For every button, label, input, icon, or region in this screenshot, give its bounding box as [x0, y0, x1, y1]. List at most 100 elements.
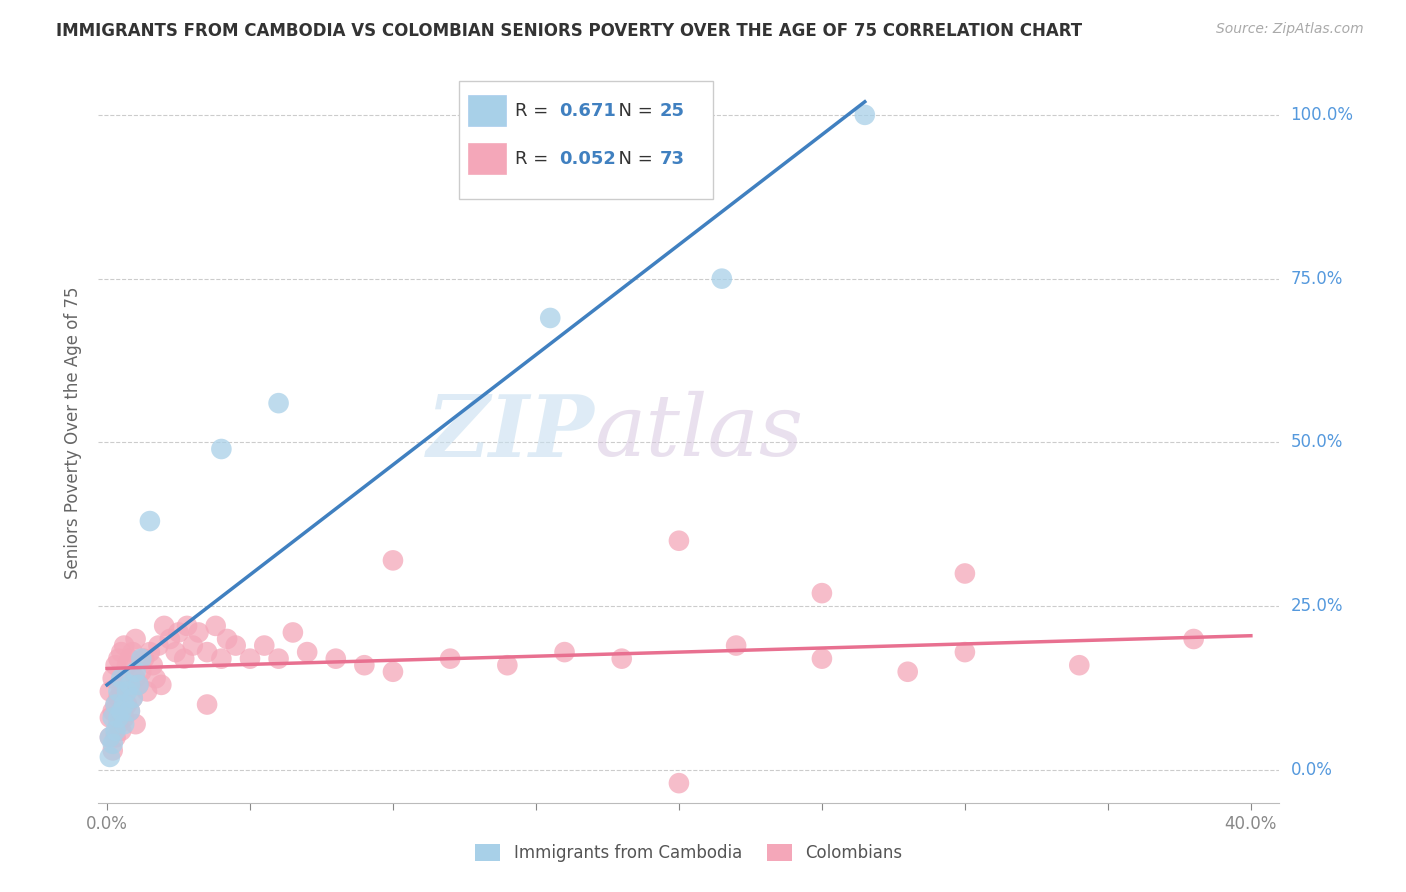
Point [1182, 632, 1205, 646]
FancyBboxPatch shape [468, 95, 506, 126]
Point [131, 651, 153, 665]
Point [725, 639, 748, 653]
Point [381, 553, 404, 567]
Legend: Immigrants from Cambodia, Colombians: Immigrants from Cambodia, Colombians [468, 837, 910, 869]
Point [110, 671, 132, 685]
Point [204, 619, 226, 633]
Point [176, 619, 198, 633]
Text: R =: R = [516, 150, 554, 168]
Point [554, 645, 576, 659]
Point [101, 704, 124, 718]
Point [538, 310, 561, 325]
Point [267, 396, 290, 410]
Point [295, 645, 318, 659]
Point [110, 645, 132, 659]
Point [239, 651, 262, 665]
Point [167, 625, 190, 640]
Point [281, 625, 304, 640]
Point [267, 651, 290, 665]
Point [253, 639, 276, 653]
Point [668, 533, 690, 548]
Point [107, 717, 129, 731]
Point [131, 665, 153, 679]
Point [165, 645, 187, 659]
Text: 25.0%: 25.0% [1291, 598, 1343, 615]
FancyBboxPatch shape [458, 81, 713, 200]
Point [139, 645, 162, 659]
Point [110, 723, 132, 738]
Point [121, 645, 143, 659]
Point [112, 678, 135, 692]
Text: IMMIGRANTS FROM CAMBODIA VS COLOMBIAN SENIORS POVERTY OVER THE AGE OF 75 CORRELA: IMMIGRANTS FROM CAMBODIA VS COLOMBIAN SE… [56, 22, 1083, 40]
Text: 73: 73 [659, 150, 685, 168]
Point [124, 665, 146, 679]
Text: 25: 25 [659, 102, 685, 120]
Point [101, 743, 124, 757]
Point [127, 678, 149, 692]
Text: N =: N = [607, 150, 659, 168]
Point [142, 658, 165, 673]
Point [98, 731, 121, 745]
Text: 100.0%: 100.0% [1291, 106, 1354, 124]
Point [173, 651, 195, 665]
Point [104, 723, 127, 738]
Point [225, 639, 247, 653]
Point [115, 658, 138, 673]
Point [159, 632, 181, 646]
Point [953, 566, 976, 581]
Point [127, 678, 149, 692]
Point [115, 684, 138, 698]
Point [136, 684, 159, 698]
Point [124, 717, 146, 731]
Point [104, 698, 127, 712]
Y-axis label: Seniors Poverty Over the Age of 75: Seniors Poverty Over the Age of 75 [65, 286, 83, 579]
Point [98, 711, 121, 725]
Point [496, 658, 519, 673]
Point [668, 776, 690, 790]
Point [110, 704, 132, 718]
Point [195, 698, 218, 712]
Point [112, 711, 135, 725]
Point [101, 671, 124, 685]
Point [353, 658, 375, 673]
Point [115, 698, 138, 712]
Point [148, 639, 170, 653]
Point [98, 750, 121, 764]
Point [112, 639, 135, 653]
Point [187, 625, 209, 640]
Point [811, 651, 834, 665]
Text: N =: N = [607, 102, 659, 120]
Point [217, 632, 239, 646]
Point [107, 684, 129, 698]
Point [107, 651, 129, 665]
Point [139, 514, 162, 528]
Point [104, 658, 127, 673]
Point [853, 108, 876, 122]
Point [121, 690, 143, 705]
Point [112, 698, 135, 712]
Point [118, 704, 141, 718]
Text: 0.671: 0.671 [560, 102, 616, 120]
Point [209, 442, 232, 456]
Text: atlas: atlas [595, 392, 804, 474]
Text: 50.0%: 50.0% [1291, 434, 1343, 451]
Point [101, 737, 124, 751]
Point [124, 632, 146, 646]
Text: 75.0%: 75.0% [1291, 269, 1343, 287]
Point [134, 651, 156, 665]
Text: Source: ZipAtlas.com: Source: ZipAtlas.com [1216, 22, 1364, 37]
Text: 0.052: 0.052 [560, 150, 616, 168]
Point [325, 651, 347, 665]
Point [110, 684, 132, 698]
Point [104, 698, 127, 712]
Point [153, 619, 176, 633]
Point [209, 651, 232, 665]
Point [381, 665, 404, 679]
Point [104, 731, 127, 745]
Text: ZIP: ZIP [426, 391, 595, 475]
Point [101, 711, 124, 725]
Point [610, 651, 633, 665]
Point [98, 684, 121, 698]
Point [811, 586, 834, 600]
Point [118, 678, 141, 692]
